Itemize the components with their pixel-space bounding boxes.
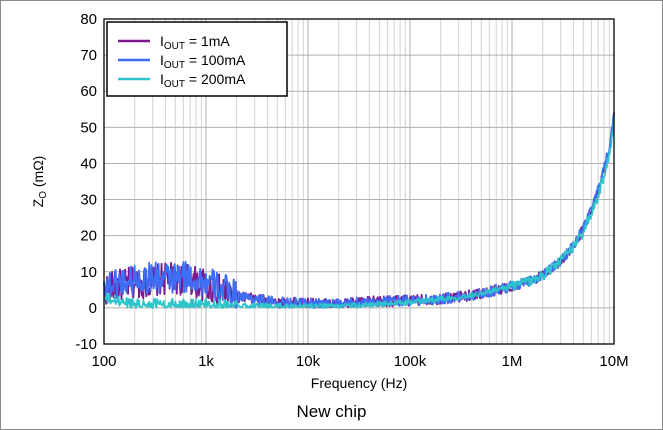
x-axis-title: Frequency (Hz) [311, 375, 407, 391]
x-tick-label: 1k [198, 353, 214, 370]
series-group [103, 112, 615, 309]
series-line-3 [103, 115, 615, 309]
y-tick-label: 50 [80, 119, 97, 136]
y-tick-label: 20 [80, 228, 97, 245]
x-tick-label: 100k [394, 353, 427, 370]
y-tick-label: 60 [80, 83, 97, 100]
y-tick-label: 30 [80, 192, 97, 209]
impedance-chart: 100 1k 10k 100k 1M 10M -10 0 10 20 30 40 50 60 70 80 Fre… [30, 11, 629, 391]
x-tick-label: 10k [296, 353, 321, 370]
legend-label-1: IOUT = 1mA [160, 33, 230, 52]
y-tick-label: 10 [80, 264, 97, 281]
chart-caption: New chip [296, 402, 367, 421]
x-tick-label: 1M [502, 353, 523, 370]
y-axis-title: ZO (mΩ) [30, 156, 49, 208]
x-tick-label: 100 [91, 353, 116, 370]
x-tick-label: 10M [599, 353, 628, 370]
y-tick-label: 0 [89, 300, 97, 317]
legend-label-3: IOUT = 200mA [160, 71, 246, 90]
plot-border [103, 18, 615, 345]
y-tick-label: 80 [80, 11, 97, 28]
y-tick-label: 70 [80, 47, 97, 64]
y-tick-label: 40 [80, 155, 97, 172]
y-tick-label: -10 [75, 336, 97, 353]
legend-label-2: IOUT = 100mA [160, 52, 246, 71]
